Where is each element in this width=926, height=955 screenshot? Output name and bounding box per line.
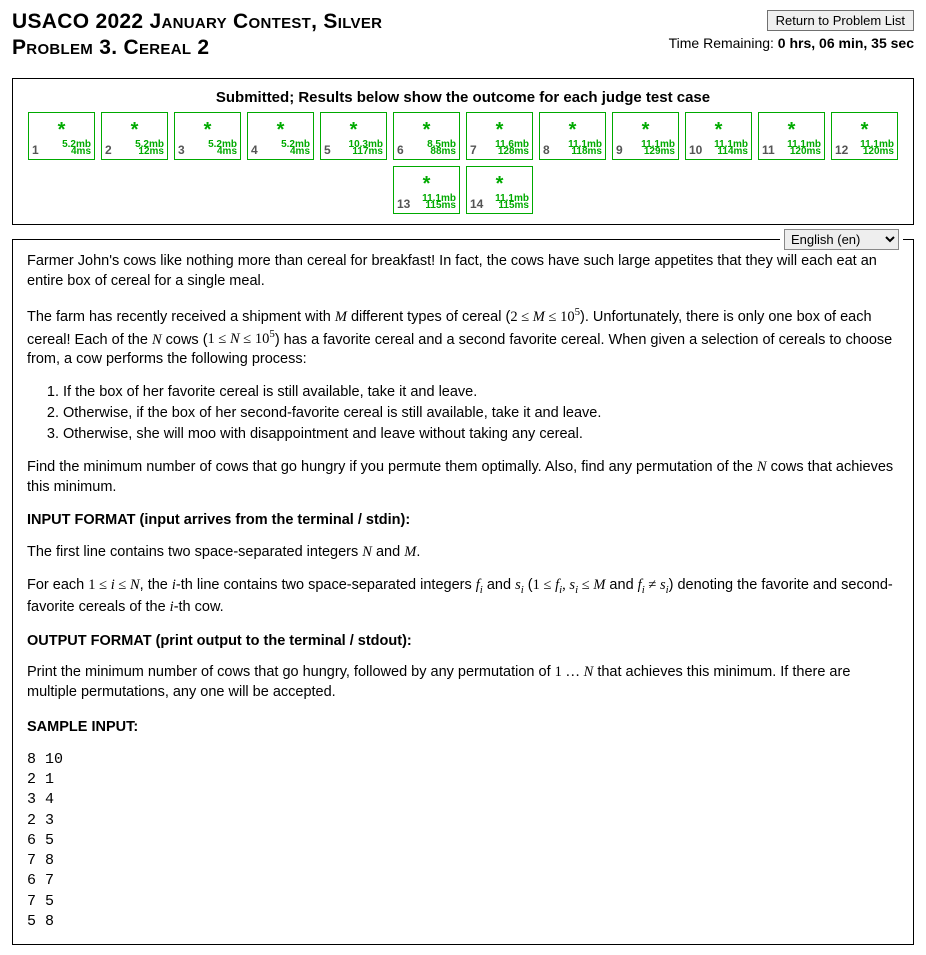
pass-icon: *: [204, 121, 212, 139]
test-time: 4ms: [217, 146, 237, 157]
p2-a: The farm has recently received a shipmen…: [27, 309, 335, 325]
p5-a: For each: [27, 577, 88, 593]
p5-c: -th line contains two space-separated in…: [176, 577, 476, 593]
pass-icon: *: [496, 175, 504, 193]
p4-a: The first line contains two space-separa…: [27, 544, 362, 560]
test-case: *5.2mb212ms: [101, 112, 168, 160]
pass-icon: *: [58, 121, 66, 139]
p4-c: .: [416, 544, 420, 560]
test-number: 9: [616, 143, 623, 157]
test-time: 120ms: [790, 146, 821, 157]
test-case: *8.5mb688ms: [393, 112, 460, 160]
test-time: 115ms: [498, 200, 529, 211]
test-case: *5.2mb14ms: [28, 112, 95, 160]
test-number: 14: [470, 197, 483, 211]
process-step-2: Otherwise, if the box of her second-favo…: [63, 404, 899, 424]
test-time: 114ms: [717, 146, 748, 157]
test-number: 1: [32, 143, 39, 157]
test-case: *11.1mb14115ms: [466, 166, 533, 214]
sample-input-header: SAMPLE INPUT:: [27, 718, 899, 738]
test-time: 88ms: [430, 146, 456, 157]
test-cases-container: *5.2mb14ms*5.2mb212ms*5.2mb34ms*5.2mb44m…: [23, 112, 903, 214]
test-case: *11.1mb12120ms: [831, 112, 898, 160]
p4-b: and: [372, 544, 404, 560]
test-case: *10.3mb5117ms: [320, 112, 387, 160]
test-time: 115ms: [425, 200, 456, 211]
test-case: *11.1mb8118ms: [539, 112, 606, 160]
time-remaining-value: 0 hrs, 06 min, 35 sec: [778, 35, 914, 51]
test-time: 117ms: [352, 146, 383, 157]
p6-a: Print the minimum number of cows that go…: [27, 664, 555, 680]
test-case: *11.1mb13115ms: [393, 166, 460, 214]
pass-icon: *: [569, 121, 577, 139]
intro-p1: Farmer John's cows like nothing more tha…: [27, 253, 877, 289]
test-number: 2: [105, 143, 112, 157]
results-panel: Submitted; Results below show the outcom…: [12, 78, 914, 225]
pass-icon: *: [131, 121, 139, 139]
problem-title: Problem 3. Cereal 2: [12, 36, 382, 60]
p3-a: Find the minimum number of cows that go …: [27, 459, 757, 475]
pass-icon: *: [788, 121, 796, 139]
pass-icon: *: [423, 175, 431, 193]
test-case: *11.1mb11120ms: [758, 112, 825, 160]
test-case: *5.2mb34ms: [174, 112, 241, 160]
test-number: 3: [178, 143, 185, 157]
process-list: If the box of her favorite cereal is sti…: [27, 383, 899, 444]
pass-icon: *: [496, 121, 504, 139]
test-case: *11.6mb7128ms: [466, 112, 533, 160]
p5-b: , the: [140, 577, 172, 593]
test-time: 4ms: [290, 146, 310, 157]
test-number: 11: [762, 143, 775, 157]
pass-icon: *: [642, 121, 650, 139]
test-time: 12ms: [138, 146, 164, 157]
test-time: 128ms: [498, 146, 529, 157]
test-time: 118ms: [571, 146, 602, 157]
p5-h: -th cow.: [174, 599, 224, 615]
test-time: 129ms: [644, 146, 675, 157]
problem-panel: English (en) Farmer John's cows like not…: [12, 239, 914, 945]
pass-icon: *: [715, 121, 723, 139]
time-remaining: Time Remaining: 0 hrs, 06 min, 35 sec: [669, 35, 914, 51]
test-number: 4: [251, 143, 258, 157]
process-step-3: Otherwise, she will moo with disappointm…: [63, 425, 899, 445]
contest-title: USACO 2022 January Contest, Silver: [12, 10, 382, 34]
p2-d: cows (: [162, 331, 208, 347]
test-number: 13: [397, 197, 410, 211]
pass-icon: *: [277, 121, 285, 139]
p5-f: and: [605, 577, 637, 593]
output-format-header: OUTPUT FORMAT (print output to the termi…: [27, 632, 899, 652]
test-number: 12: [835, 143, 848, 157]
language-select[interactable]: English (en): [784, 229, 899, 250]
process-step-1: If the box of her favorite cereal is sti…: [63, 383, 899, 403]
test-number: 8: [543, 143, 550, 157]
input-format-header: INPUT FORMAT (input arrives from the ter…: [27, 511, 899, 531]
test-number: 7: [470, 143, 477, 157]
test-time: 4ms: [71, 146, 91, 157]
p2-b: different types of cereal (: [347, 309, 510, 325]
test-case: *11.1mb10114ms: [685, 112, 752, 160]
test-number: 10: [689, 143, 702, 157]
pass-icon: *: [423, 121, 431, 139]
p5-e: (: [524, 577, 533, 593]
test-number: 6: [397, 143, 404, 157]
test-case: *5.2mb44ms: [247, 112, 314, 160]
time-remaining-label: Time Remaining:: [669, 35, 778, 51]
results-title: Submitted; Results below show the outcom…: [23, 89, 903, 106]
test-number: 5: [324, 143, 331, 157]
return-button[interactable]: Return to Problem List: [767, 10, 914, 31]
test-time: 120ms: [863, 146, 894, 157]
sample-input: 8 10 2 1 3 4 2 3 6 5 7 8 6 7 7 5 5 8: [27, 750, 899, 932]
pass-icon: *: [350, 121, 358, 139]
pass-icon: *: [861, 121, 869, 139]
p5-d: and: [483, 577, 515, 593]
test-case: *11.1mb9129ms: [612, 112, 679, 160]
